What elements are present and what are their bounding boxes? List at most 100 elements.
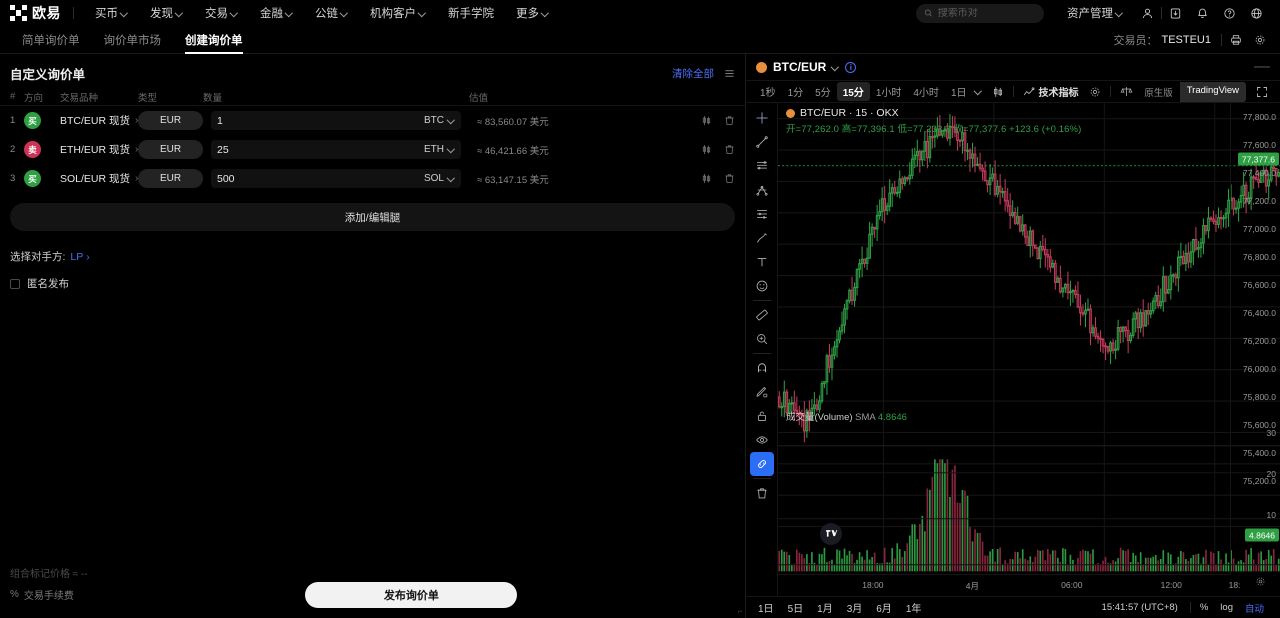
range-1mo[interactable]: 1月: [817, 604, 833, 615]
text-icon[interactable]: [750, 250, 774, 274]
engine-tradingview[interactable]: TradingView: [1179, 81, 1246, 102]
chevron-down-icon[interactable]: [975, 88, 982, 95]
chevron-down-icon[interactable]: [832, 64, 839, 71]
time-axis[interactable]: 18:00 4月 06:00 12:00 18:: [778, 574, 1240, 596]
range-1y[interactable]: 1年: [905, 604, 922, 615]
resize-handle[interactable]: ⌐: [737, 606, 743, 616]
indicators-chart-icon[interactable]: [1019, 86, 1039, 98]
info-icon[interactable]: i: [845, 61, 857, 73]
measure-icon[interactable]: [750, 303, 774, 327]
quantity-input[interactable]: [217, 114, 424, 127]
nav-item-academy[interactable]: 新手学院: [437, 5, 505, 21]
nav-item-finance[interactable]: 金融: [249, 5, 304, 21]
add-edit-leg-button[interactable]: 添加/编辑腿: [10, 203, 735, 231]
nav-item-buy[interactable]: 买币: [84, 5, 139, 21]
symbol-selector[interactable]: SOL/EUR 现货 ›: [60, 171, 138, 186]
direction-cell[interactable]: 买: [24, 112, 60, 129]
quantity-input[interactable]: [217, 172, 424, 185]
panel-menu-icon[interactable]: [724, 68, 735, 79]
quantity-unit-selector[interactable]: SOL: [424, 173, 461, 184]
nav-item-trade[interactable]: 交易: [194, 5, 249, 21]
tab-create-rfq[interactable]: 创建询价单: [173, 26, 255, 54]
direction-badge-buy[interactable]: 买: [24, 112, 41, 129]
anonymous-checkbox[interactable]: [10, 278, 20, 289]
tradingview-logo-icon[interactable]: [820, 523, 842, 545]
trash-icon[interactable]: [750, 481, 774, 505]
fullscreen-icon[interactable]: [1252, 86, 1272, 98]
currency-type-pill[interactable]: EUR: [138, 140, 203, 159]
timeframe-15m[interactable]: 15分: [836, 82, 870, 101]
printer-icon[interactable]: [1222, 34, 1250, 46]
nav-item-discover[interactable]: 发现: [139, 5, 194, 21]
eye-icon[interactable]: [750, 428, 774, 452]
axis-settings-icon[interactable]: [1255, 574, 1266, 592]
log-scale-button[interactable]: log: [1220, 602, 1233, 613]
direction-badge-sell[interactable]: 卖: [24, 141, 41, 158]
range-1d[interactable]: 1日: [758, 604, 774, 615]
brush-icon[interactable]: [750, 226, 774, 250]
candles-icon[interactable]: [701, 173, 712, 184]
trend-line-icon[interactable]: [750, 130, 774, 154]
lock-icon[interactable]: [750, 404, 774, 428]
horizontal-lines-icon[interactable]: [750, 154, 774, 178]
direction-cell[interactable]: 卖: [24, 141, 60, 158]
pencil-lock-icon[interactable]: [750, 380, 774, 404]
pitchfork-icon[interactable]: [750, 178, 774, 202]
timeframe-5m[interactable]: 5分: [815, 88, 831, 99]
timeframe-1h[interactable]: 1小时: [875, 88, 902, 99]
candles-icon[interactable]: [701, 144, 712, 155]
chart-settings-gear-icon[interactable]: [1085, 86, 1105, 98]
indicators-button[interactable]: 技术指标: [1038, 88, 1079, 99]
counterparty-selector[interactable]: LP ›: [70, 251, 89, 263]
candle-type-icon[interactable]: [988, 86, 1008, 98]
brand-logo[interactable]: 欧易: [10, 3, 71, 23]
gear-icon[interactable]: [1250, 34, 1270, 46]
price-axis[interactable]: 77,800.0 77,600.0 77,377.6 77,400.0 77,2…: [1230, 103, 1280, 574]
symbol-selector[interactable]: ETH/EUR 现货 ›: [60, 142, 138, 157]
help-icon[interactable]: [1216, 7, 1243, 20]
header-collapse-icon[interactable]: —: [1254, 58, 1270, 75]
engine-native[interactable]: 原生版: [1144, 87, 1173, 99]
zoom-in-icon[interactable]: [750, 327, 774, 351]
quantity-input[interactable]: [217, 143, 424, 156]
tab-simple-rfq[interactable]: 简单询价单: [10, 26, 92, 54]
quantity-unit-selector[interactable]: BTC: [424, 115, 461, 126]
candles-icon[interactable]: [701, 115, 712, 126]
delete-row-icon[interactable]: [724, 173, 735, 184]
search-box[interactable]: [916, 3, 1044, 23]
nav-item-more[interactable]: 更多: [505, 5, 560, 21]
delete-row-icon[interactable]: [724, 144, 735, 155]
search-input[interactable]: [937, 7, 1036, 19]
percent-scale-button[interactable]: %: [1199, 602, 1209, 613]
anonymous-publish-toggle[interactable]: 匿名发布: [0, 264, 745, 291]
range-5d[interactable]: 5日: [787, 604, 804, 615]
timeframe-4h[interactable]: 4小时: [913, 88, 939, 99]
quantity-unit-selector[interactable]: ETH: [424, 144, 461, 155]
delete-row-icon[interactable]: [724, 115, 735, 126]
nav-item-institutional[interactable]: 机构客户: [359, 5, 437, 21]
nav-item-asset-management[interactable]: 资产管理: [1056, 5, 1134, 21]
crosshair-icon[interactable]: [750, 106, 774, 130]
fib-retracement-icon[interactable]: [750, 202, 774, 226]
compare-icon[interactable]: [1116, 85, 1137, 98]
range-6mo[interactable]: 6月: [876, 604, 892, 615]
timeframe-1s[interactable]: 1秒: [760, 88, 776, 99]
currency-type-pill[interactable]: EUR: [138, 111, 203, 130]
symbol-selector[interactable]: BTC/EUR 现货 ›: [60, 113, 138, 128]
range-3mo[interactable]: 3月: [846, 604, 863, 615]
emoji-icon[interactable]: [750, 274, 774, 298]
auto-scale-button[interactable]: 自动: [1244, 603, 1264, 615]
publish-rfq-button[interactable]: 发布询价单: [305, 582, 518, 608]
direction-badge-buy[interactable]: 买: [24, 170, 41, 187]
timeframe-1m[interactable]: 1分: [787, 88, 804, 99]
direction-cell[interactable]: 买: [24, 170, 60, 187]
tab-rfq-market[interactable]: 询价单市场: [92, 26, 174, 54]
user-icon[interactable]: [1134, 7, 1161, 20]
timeframe-1d[interactable]: 1日: [950, 88, 967, 99]
link-icon[interactable]: [749, 452, 774, 476]
currency-type-pill[interactable]: EUR: [138, 169, 203, 188]
magnet-icon[interactable]: [750, 356, 774, 380]
download-icon[interactable]: [1162, 7, 1189, 20]
nav-item-chain[interactable]: 公链: [304, 5, 359, 21]
bell-icon[interactable]: [1189, 7, 1216, 20]
